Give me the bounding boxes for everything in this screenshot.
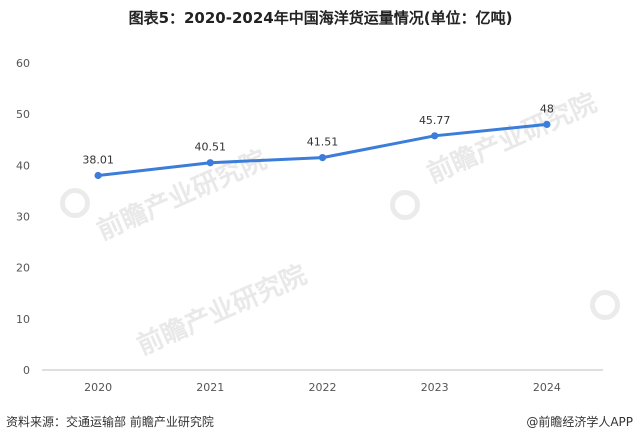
data-labels: 38.01 40.51 41.51 45.77 48 — [82, 102, 554, 166]
data-label: 45.77 — [419, 114, 451, 127]
x-axis-ticks: 2020 2021 2022 2023 2024 — [84, 381, 561, 394]
data-label: 48 — [540, 102, 554, 115]
data-points — [94, 120, 551, 180]
x-tick-label: 2023 — [421, 381, 449, 394]
data-label: 38.01 — [82, 154, 114, 167]
y-axis-ticks: 0 10 20 30 40 50 60 — [16, 57, 30, 377]
y-tick-label: 50 — [16, 108, 30, 121]
brand-credit: @前瞻经济学人APP — [526, 415, 633, 429]
x-tick-label: 2022 — [309, 381, 337, 394]
y-tick-label: 60 — [16, 57, 30, 70]
y-tick-label: 20 — [16, 262, 30, 275]
y-tick-label: 30 — [16, 211, 30, 224]
data-point — [318, 154, 327, 162]
data-point — [206, 159, 214, 167]
data-label: 40.51 — [195, 141, 227, 154]
y-tick-label: 40 — [16, 159, 30, 172]
y-tick-label: 0 — [23, 364, 30, 377]
chart-title: 图表5：2020-2024年中国海洋货运量情况(单位：亿吨) — [128, 9, 513, 27]
series-line — [96, 122, 549, 178]
watermark-logo-icon — [590, 290, 620, 320]
source-note: 资料来源：交通运输部 前瞻产业研究院 — [6, 415, 214, 429]
x-tick-label: 2024 — [533, 381, 561, 394]
data-point — [543, 120, 551, 128]
data-point — [94, 171, 102, 180]
x-tick-label: 2021 — [196, 381, 224, 394]
watermark-logo-icon — [390, 190, 420, 220]
y-tick-label: 10 — [16, 313, 30, 326]
watermark-logo-icon — [60, 188, 90, 218]
data-point — [431, 132, 439, 140]
x-tick-label: 2020 — [84, 381, 112, 394]
data-label: 41.51 — [307, 136, 339, 149]
